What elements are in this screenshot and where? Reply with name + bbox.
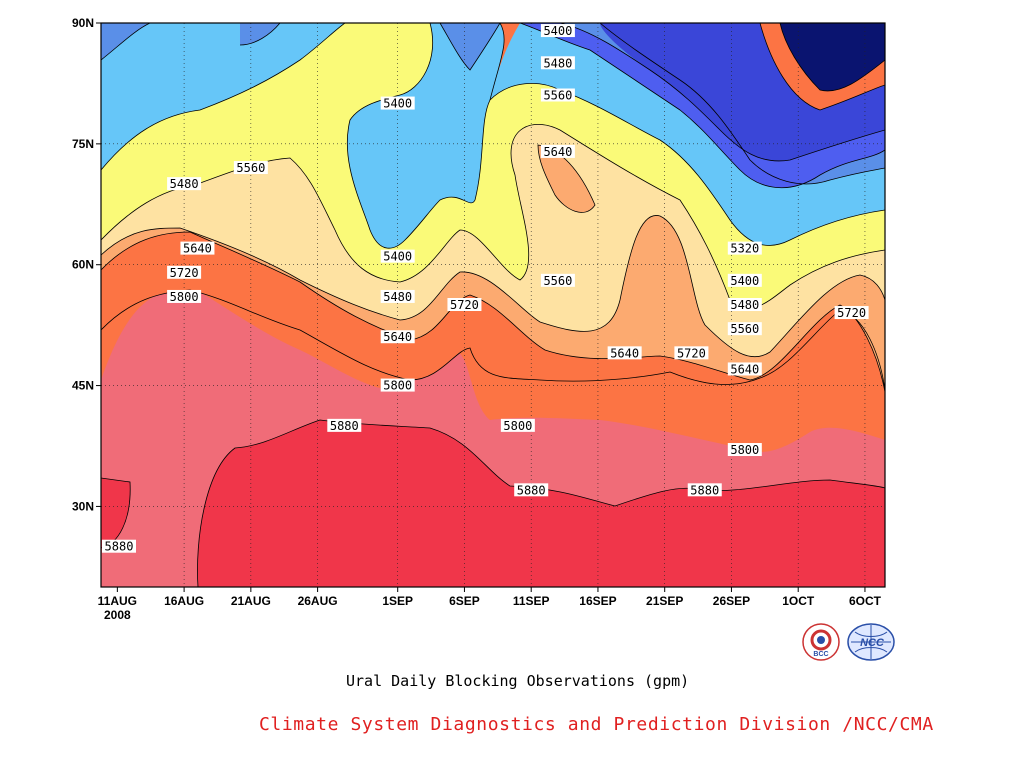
contour-label-text: 5800 <box>503 419 532 433</box>
x-tick-label: 11SEP <box>513 594 550 608</box>
contour-label: 5640 <box>540 144 575 159</box>
contour-label-text: 5640 <box>610 346 639 360</box>
x-tick-label: 21AUG <box>231 594 271 608</box>
contour-label: 5480 <box>540 56 575 70</box>
contour-label: 5320 <box>727 241 762 256</box>
contour-label: 5880 <box>514 483 549 497</box>
contour-label: 5640 <box>380 330 415 344</box>
x-axis: 11AUG 16AUG 21AUG 26AUG 1SEP 6SEP 11SEP 16SEP 21… <box>98 587 882 622</box>
contour-label: 5800 <box>500 418 535 433</box>
contour-label-text: 5880 <box>330 419 359 433</box>
band-fill <box>600 23 885 161</box>
contour-label-text: 5480 <box>170 177 199 191</box>
contour-label: 5880 <box>687 483 722 497</box>
contour-label: 5880 <box>102 539 136 554</box>
contour-label: 5880 <box>327 418 362 433</box>
x-tick-label: 21SEP <box>646 594 683 608</box>
contour-label: 5400 <box>540 24 575 38</box>
contour-label: 5800 <box>727 443 762 457</box>
x-year-label: 2008 <box>104 608 131 622</box>
contour-label: 5640 <box>727 362 762 376</box>
contour-label: 5400 <box>727 273 762 288</box>
ncc-logo-icon: NCC <box>847 623 895 661</box>
contour-label: 5720 <box>447 298 482 312</box>
contour-label: 5480 <box>167 177 202 191</box>
y-tick-label: 90N <box>72 16 94 30</box>
x-tick-label: 6SEP <box>449 594 480 608</box>
band-fill <box>101 124 885 357</box>
contour-label: 5560 <box>233 161 268 175</box>
y-tick-label: 30N <box>72 499 94 513</box>
contour-label-text: 5560 <box>543 89 572 103</box>
contour-label: 5800 <box>380 378 415 393</box>
contour-label: 5560 <box>727 322 762 336</box>
contour-labels: 5400 5480 5560 5400 5640 5560 5480 5640 5320 5400… <box>102 24 869 554</box>
contour-label: 5720 <box>674 346 709 360</box>
contour-label: 5560 <box>540 273 575 288</box>
x-tick-label: 11AUG <box>98 594 137 608</box>
contour-label-text: 5720 <box>450 298 479 312</box>
band-fill <box>101 232 885 452</box>
contour-label: 5480 <box>727 298 762 312</box>
contour-label: 5640 <box>180 241 215 256</box>
x-tick-label: 6OCT <box>849 594 882 608</box>
bcc-logo-icon: BCC <box>802 623 840 661</box>
contour-label-text: 5800 <box>383 379 412 393</box>
y-tick-label: 75N <box>72 137 94 151</box>
contour-label-text: 5720 <box>170 266 199 280</box>
x-tick-label: 26AUG <box>298 594 338 608</box>
contour-label-text: 5400 <box>383 250 412 264</box>
contour-label: 5480 <box>380 289 415 304</box>
contour-label-text: 5640 <box>730 362 759 376</box>
credit-line: Climate System Diagnostics and Predictio… <box>259 714 934 735</box>
y-tick-label: 45N <box>72 379 94 393</box>
logos: BCC NCC <box>802 623 895 661</box>
contour-label-text: 5560 <box>236 161 265 175</box>
x-tick-label: 16SEP <box>579 594 616 608</box>
grid-lines <box>101 23 885 587</box>
contour-label-text: 5720 <box>837 306 866 320</box>
chart-title: Ural Daily Blocking Observations (gpm) <box>346 672 690 690</box>
contour-label: 5800 <box>167 289 202 304</box>
contour-lines <box>101 23 885 587</box>
contour-label-text: 5880 <box>105 540 134 554</box>
contour-label-text: 5640 <box>183 242 212 256</box>
plot-frame <box>100 22 886 588</box>
contour-label-text: 5800 <box>170 290 199 304</box>
x-tick-label: 16AUG <box>164 594 204 608</box>
band-fill <box>101 420 885 587</box>
contour-label-text: 5800 <box>730 443 759 457</box>
x-tick-label: 1SEP <box>382 594 413 608</box>
contour-label-text: 5320 <box>730 242 759 256</box>
ncc-logo-text: NCC <box>860 637 885 649</box>
y-axis: 30N 45N 60N 75N 90N <box>72 16 101 513</box>
contour-label: 5400 <box>380 96 415 111</box>
contour-label: 5560 <box>540 88 575 103</box>
contour-label: 5640 <box>607 346 642 360</box>
contour-fills <box>101 23 885 587</box>
contour-label-text: 5480 <box>730 298 759 312</box>
contour-label-text: 5400 <box>543 24 572 38</box>
contour-label-text: 5560 <box>543 274 572 288</box>
contour-label: 5720 <box>167 265 202 280</box>
x-tick-label: 1OCT <box>782 594 815 608</box>
contour-label-text: 5880 <box>690 483 719 497</box>
contour-label-text: 5640 <box>543 145 572 159</box>
band-fill <box>101 23 885 309</box>
contour-label-text: 5400 <box>383 97 412 111</box>
contour-label-text: 5720 <box>677 346 706 360</box>
bcc-logo-text: BCC <box>813 651 828 658</box>
x-tick-label: 26SEP <box>713 594 750 608</box>
y-tick-label: 60N <box>72 258 94 272</box>
contour-label-text: 5480 <box>383 290 412 304</box>
contour-label: 5720 <box>834 306 869 320</box>
contour-label-text: 5400 <box>730 274 759 288</box>
band-fill <box>538 145 595 213</box>
contour-label-text: 5480 <box>543 56 572 70</box>
contour-label-text: 5560 <box>730 322 759 336</box>
contour-label-text: 5640 <box>383 330 412 344</box>
contour-label-text: 5880 <box>517 483 546 497</box>
contour-label: 5400 <box>380 250 415 264</box>
